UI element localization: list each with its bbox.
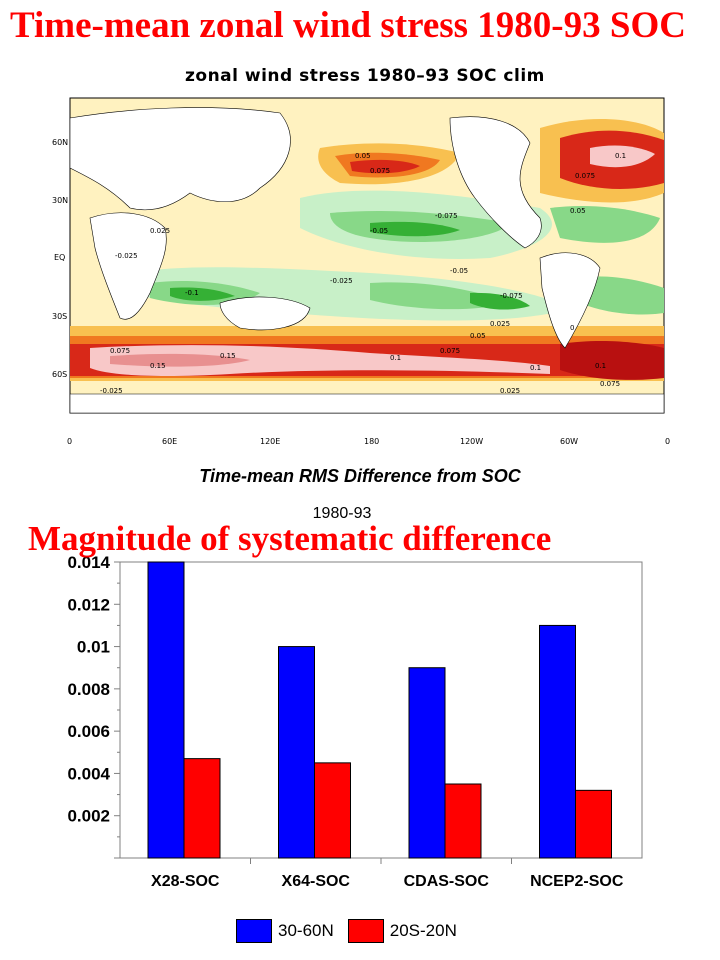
contour-label: 0.1	[530, 364, 541, 372]
lon-label: 0	[665, 437, 670, 446]
map-title: zonal wind stress 1980–93 SOC clim	[185, 66, 545, 86]
lat-label: 60S	[52, 370, 67, 379]
bar-30-60N	[539, 624, 576, 859]
bar-20S-20N	[183, 758, 221, 859]
overlay-title: Magnitude of systematic difference	[28, 519, 552, 558]
contour-fill	[170, 287, 235, 301]
contour-fill	[110, 353, 250, 367]
y-axis: 0.002 0.004 0.006 0.008 0.01 0.012 0.014	[67, 553, 643, 859]
legend: 30-60N 20S-20N	[236, 918, 471, 944]
contour-label: 0.15	[220, 352, 236, 360]
contour-label: 0.1	[595, 362, 606, 370]
contour-label: 0.05	[470, 332, 486, 340]
bar-30-60N	[408, 667, 446, 859]
bars	[147, 561, 612, 859]
lon-label: 60W	[560, 437, 578, 446]
contour-label: 0.075	[110, 347, 130, 355]
contour-fill	[470, 292, 530, 310]
contour-fill	[350, 159, 420, 174]
contour-fill	[590, 145, 655, 168]
contour-label: 0.1	[390, 354, 401, 362]
chart-title: Time-mean RMS Difference from SOC	[199, 466, 521, 486]
lon-label: 180	[364, 437, 379, 446]
contour-label: -0.025	[115, 252, 138, 260]
y-tick-label: 0.014	[67, 553, 110, 572]
contour-fill	[370, 221, 460, 237]
contour-label: 0.15	[150, 362, 166, 370]
contour-label: -0.075	[435, 212, 458, 220]
category-label: X64-SOC	[282, 873, 351, 890]
bar-chart: 0.002 0.004 0.006 0.008 0.01 0.012 0.014 X28-S…	[67, 553, 643, 890]
lon-label: 60E	[162, 437, 177, 446]
contour-fill	[560, 341, 664, 380]
contour-label: -0.075	[500, 292, 523, 300]
bar-20S-20N	[575, 789, 612, 859]
contour-label: 0.075	[600, 380, 620, 388]
contour-fill	[90, 345, 550, 376]
land-mass	[69, 107, 291, 211]
legend-swatch	[347, 919, 384, 943]
contour-label: 0	[570, 324, 574, 332]
y-tick-label: 0.008	[67, 680, 110, 699]
contour-label: 0.025	[490, 320, 510, 328]
contour-label: 0.075	[440, 347, 460, 355]
contour-label: 0.025	[150, 227, 170, 235]
chart-subtitle: 1980-93	[312, 505, 372, 522]
slide-title: Time-mean zonal wind stress 1980-93 SOC	[10, 5, 686, 46]
y-tick-label: 0.006	[67, 722, 110, 741]
x-axis: X28-SOC X64-SOC CDAS-SOC NCEP2-SOC	[151, 858, 624, 890]
contour-label: 0.1	[615, 152, 626, 160]
land-mass	[539, 252, 601, 349]
y-tick-label: 0.01	[77, 638, 110, 657]
wind-stress-map: 60N 30N EQ 30S 60S 0 60E 120E 180 120W 6…	[52, 97, 670, 446]
category-label: CDAS-SOC	[404, 873, 490, 890]
legend-swatch	[236, 919, 272, 943]
lat-label: 60N	[52, 138, 68, 147]
contour-label: 0.05	[570, 207, 586, 215]
bar-30-60N	[278, 646, 315, 859]
legend-label: 20S-20N	[389, 921, 457, 940]
bar-30-60N	[147, 561, 185, 859]
legend-item: 20S-20N	[347, 919, 457, 943]
land-mass	[449, 116, 542, 249]
contour-label: 0.075	[370, 167, 390, 175]
contour-label: -0.025	[100, 387, 123, 395]
contour-label: -0.1	[185, 289, 199, 297]
lon-label: 120E	[260, 437, 280, 446]
bar-20S-20N	[314, 762, 351, 859]
contour-label: 0.075	[575, 172, 595, 180]
lon-label: 0	[67, 437, 72, 446]
lat-label: 30N	[52, 196, 68, 205]
lon-label: 120W	[460, 437, 483, 446]
contour-label: 0.05	[355, 152, 371, 160]
contour-label: -0.05	[450, 267, 468, 275]
bar-20S-20N	[444, 783, 482, 859]
land-mass	[89, 212, 167, 320]
land-mass	[69, 393, 665, 414]
y-tick-label: 0.004	[67, 764, 110, 783]
contour-fill	[550, 206, 660, 243]
y-tick-label: 0.002	[67, 807, 110, 826]
lat-label: EQ	[54, 253, 65, 262]
land-mass	[219, 296, 311, 331]
contour-label: 0.025	[500, 387, 520, 395]
lat-label: 30S	[52, 312, 67, 321]
contour-label: -0.05	[370, 227, 388, 235]
category-label: NCEP2-SOC	[530, 873, 624, 890]
legend-item: 30-60N	[236, 919, 334, 943]
legend-label: 30-60N	[278, 921, 334, 940]
category-label: X28-SOC	[151, 873, 220, 890]
contour-label: -0.025	[330, 277, 353, 285]
y-tick-label: 0.012	[67, 595, 110, 614]
